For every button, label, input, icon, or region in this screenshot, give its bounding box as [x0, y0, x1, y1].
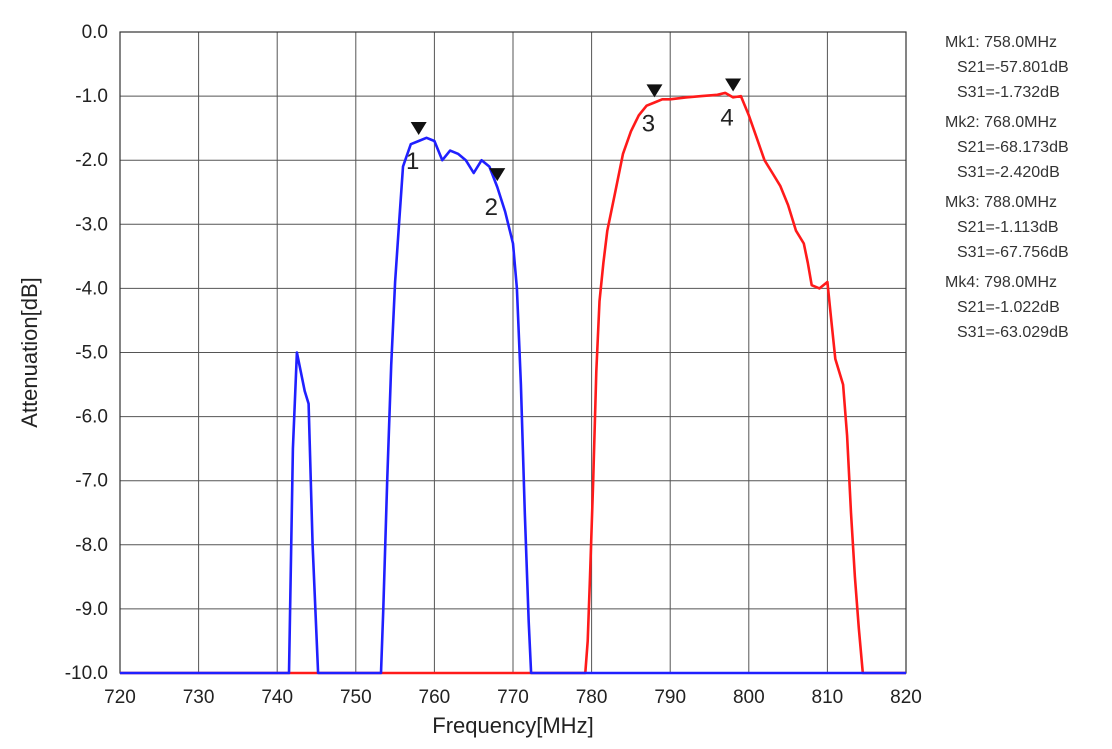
y-tick-label: -7.0: [75, 471, 108, 492]
y-tick-label: -4.0: [75, 278, 108, 299]
readout-frequency: Mk2: 768.0MHz: [945, 114, 1058, 131]
readout-s21: S21=-57.801dB: [957, 59, 1069, 76]
x-tick-label: 820: [890, 687, 922, 708]
y-tick-label: -9.0: [75, 599, 108, 620]
marker-readout-4: Mk4: 798.0MHz S21=-1.022dB S31=-63.029dB: [945, 270, 1069, 345]
x-tick-label: 740: [261, 687, 293, 708]
y-tick-label: -1.0: [75, 86, 108, 107]
x-tick-label: 720: [104, 687, 136, 708]
marker-triangle-4: [725, 78, 742, 92]
readout-s31: S31=-2.420dB: [957, 164, 1060, 181]
marker-label-2: 2: [485, 194, 498, 221]
y-tick-label: -5.0: [75, 343, 108, 364]
x-tick-label: 810: [812, 687, 844, 708]
series-line-1: [120, 91, 906, 675]
y-tick-label: -2.0: [75, 150, 108, 171]
marker-readout-panel: Mk1: 758.0MHz S21=-57.801dB S31=-1.732dB…: [945, 30, 1069, 350]
readout-s31: S31=-1.732dB: [957, 84, 1060, 101]
y-tick-label: -3.0: [75, 214, 108, 235]
x-axis-ticks: 720 730 740 750 760 770 780 790 800 810 820: [104, 687, 922, 708]
x-tick-label: 780: [576, 687, 608, 708]
marker-label-1: 1: [406, 148, 419, 175]
y-tick-label: 0.0: [82, 22, 108, 43]
x-tick-label: 730: [183, 687, 215, 708]
marker-label-3: 3: [642, 110, 655, 137]
chart-markers: 1 2 3 4: [406, 78, 742, 221]
readout-frequency: Mk4: 798.0MHz: [945, 274, 1058, 291]
marker-readout-2: Mk2: 768.0MHz S21=-68.173dB S31=-2.420dB: [945, 110, 1069, 185]
series-line-2: [120, 136, 906, 675]
marker-readout-1: Mk1: 758.0MHz S21=-57.801dB S31=-1.732dB: [945, 30, 1069, 105]
readout-s21: S21=-1.113dB: [957, 219, 1059, 236]
x-tick-label: 750: [340, 687, 372, 708]
readout-s21: S21=-68.173dB: [957, 139, 1069, 156]
chart-grid: [119, 31, 907, 674]
y-tick-label: -6.0: [75, 407, 108, 428]
readout-s21: S21=-1.022dB: [957, 299, 1060, 316]
y-axis-ticks: 0.0 -1.0 -2.0 -3.0 -4.0 -5.0 -6.0 -7.0 -8.0 -9.0 -…: [65, 22, 108, 684]
y-tick-label: -8.0: [75, 535, 108, 556]
readout-frequency: Mk1: 758.0MHz: [945, 34, 1058, 51]
y-axis-label: Attenuation[dB]: [17, 277, 42, 427]
y-tick-label: -10.0: [65, 663, 108, 684]
readout-frequency: Mk3: 788.0MHz: [945, 194, 1058, 211]
x-tick-label: 800: [733, 687, 765, 708]
readout-s31: S31=-63.029dB: [957, 324, 1069, 341]
marker-triangle-2: [489, 168, 506, 182]
chart-series: [120, 91, 906, 675]
x-tick-label: 760: [419, 687, 451, 708]
x-tick-label: 790: [654, 687, 686, 708]
x-axis-label: Frequency[MHz]: [432, 713, 593, 738]
marker-label-4: 4: [720, 105, 733, 132]
readout-s31: S31=-67.756dB: [957, 244, 1069, 261]
x-tick-label: 770: [497, 687, 529, 708]
marker-triangle-1: [410, 121, 427, 135]
marker-triangle-3: [646, 84, 663, 98]
marker-readout-3: Mk3: 788.0MHz S21=-1.113dB S31=-67.756dB: [945, 190, 1069, 265]
